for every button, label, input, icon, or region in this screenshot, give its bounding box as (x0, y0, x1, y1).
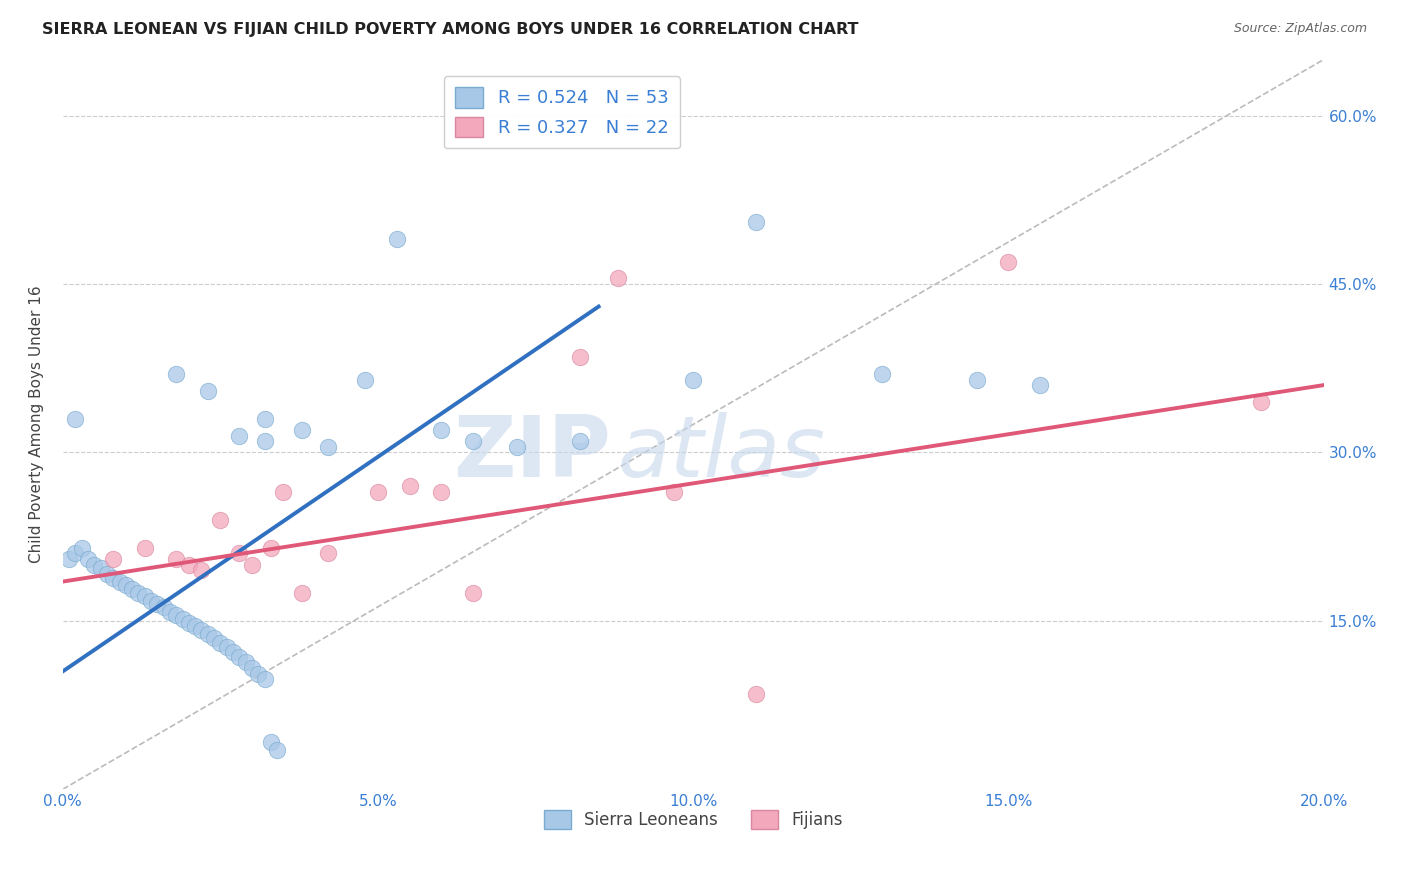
Point (367, 484, 389, 499)
Point (247, 666, 270, 681)
Point (190, 563, 212, 577)
Point (266, 743, 288, 757)
Point (103, 571, 125, 585)
Point (165, 608, 187, 623)
Point (235, 656, 257, 670)
Point (209, 636, 232, 650)
Point (260, 735, 283, 749)
Point (172, 611, 194, 625)
Point (96, 566, 118, 581)
Point (222, 645, 245, 659)
Point (115, 578, 138, 592)
Point (152, 600, 174, 615)
Point (127, 586, 149, 600)
Point (606, 271, 628, 285)
Point (134, 589, 156, 603)
Point (253, 412, 276, 426)
Point (165, 367, 187, 381)
Point (108, 574, 131, 589)
Point (505, 440, 527, 454)
Point (190, 623, 212, 637)
Point (291, 423, 314, 437)
Point (209, 513, 232, 527)
Point (872, 367, 894, 381)
Point (228, 547, 250, 561)
Point (316, 440, 339, 454)
Point (202, 631, 225, 645)
Point (316, 547, 339, 561)
Point (682, 372, 704, 386)
Point (228, 649, 250, 664)
Point (273, 484, 295, 499)
Point (228, 428, 250, 442)
Legend: Sierra Leoneans, Fijians: Sierra Leoneans, Fijians (537, 803, 849, 836)
Point (745, 215, 768, 229)
Point (997, 254, 1019, 268)
Point (58, 552, 80, 566)
Point (177, 616, 200, 631)
Point (215, 640, 238, 654)
Point (159, 605, 181, 619)
Point (177, 558, 200, 572)
Point (354, 372, 377, 386)
Point (966, 372, 988, 386)
Point (139, 593, 162, 607)
Point (70, 541, 93, 555)
Point (90, 561, 112, 575)
Text: SIERRA LEONEAN VS FIJIAN CHILD POVERTY AMONG BOYS UNDER 16 CORRELATION CHART: SIERRA LEONEAN VS FIJIAN CHILD POVERTY A… (42, 22, 859, 37)
Point (568, 350, 591, 364)
Point (197, 627, 219, 641)
Point (65, 547, 87, 561)
Point (461, 586, 484, 600)
Point (430, 484, 453, 499)
Point (77, 552, 100, 566)
Point (430, 423, 453, 437)
Point (146, 597, 169, 611)
Text: Source: ZipAtlas.com: Source: ZipAtlas.com (1233, 22, 1367, 36)
Text: ZIP: ZIP (454, 412, 612, 495)
Text: atlas: atlas (617, 412, 825, 495)
Point (253, 434, 276, 449)
Point (121, 582, 143, 597)
Point (385, 232, 408, 246)
Point (745, 687, 768, 701)
Point (134, 541, 156, 555)
Point (103, 552, 125, 566)
Point (291, 586, 314, 600)
Point (260, 541, 283, 555)
Point (165, 552, 187, 566)
Point (240, 661, 263, 675)
Point (1029, 378, 1052, 392)
Point (568, 434, 591, 449)
Point (83, 558, 105, 572)
Point (664, 484, 686, 499)
Point (461, 434, 484, 449)
Point (253, 672, 276, 686)
Point (240, 558, 263, 572)
Y-axis label: Child Poverty Among Boys Under 16: Child Poverty Among Boys Under 16 (30, 285, 44, 563)
Point (184, 619, 207, 633)
Point (398, 479, 420, 493)
Point (197, 384, 219, 398)
Point (1250, 395, 1272, 409)
Point (65, 412, 87, 426)
